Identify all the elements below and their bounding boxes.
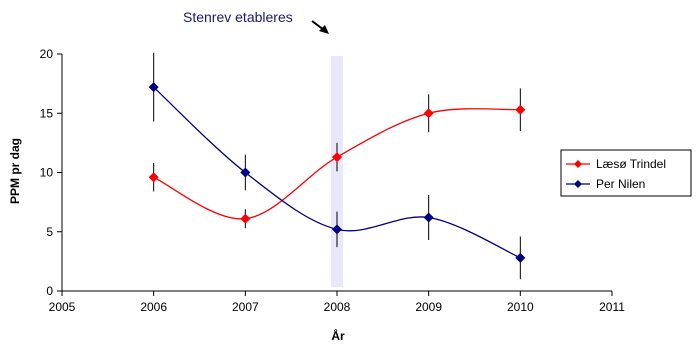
data-point [240, 167, 251, 178]
data-point [332, 152, 342, 163]
x-axis-title: År [331, 328, 345, 343]
annotation-arrow [311, 20, 329, 34]
axes: 0 5 10 15 20 2005 2006 2007 2008 2009 2010 2011 [40, 47, 626, 314]
y-tick-label: 10 [40, 166, 54, 180]
x-tick-label: 2006 [140, 300, 167, 314]
x-tick-label: 2008 [324, 300, 351, 314]
x-tick-label: 2010 [507, 300, 534, 314]
data-point [515, 252, 526, 263]
legend-marker [574, 160, 582, 168]
annotation-label: Stenrev etableres [183, 9, 293, 25]
data-point [240, 213, 251, 224]
series-layer [148, 52, 526, 280]
y-tick-label: 0 [46, 284, 53, 298]
y-tick-label: 15 [40, 106, 54, 120]
x-tick-label: 2009 [415, 300, 442, 314]
x-tick-label: 2005 [49, 300, 76, 314]
legend-label: Læsø Trindel [596, 157, 666, 171]
data-point [423, 212, 434, 223]
legend: Læsø Trindel Per Nilen [560, 149, 692, 197]
data-point [148, 82, 159, 93]
legend-item: Læsø Trindel [566, 157, 666, 171]
data-point [515, 104, 526, 115]
x-tick-label: 2007 [232, 300, 259, 314]
series-1 [148, 88, 526, 229]
legend-label: Per Nilen [596, 177, 645, 191]
series-2 [148, 52, 526, 280]
legend-box [560, 149, 692, 197]
annotation-band [331, 56, 343, 287]
y-tick-label: 5 [46, 225, 53, 239]
y-axis-title: PPM pr dag [8, 138, 22, 204]
data-point [148, 172, 159, 183]
data-point [423, 108, 434, 119]
data-point [332, 224, 342, 235]
legend-item: Per Nilen [566, 177, 645, 191]
x-tick-label: 2011 [599, 300, 625, 314]
legend-marker [574, 180, 582, 188]
y-tick-label: 20 [40, 47, 54, 61]
